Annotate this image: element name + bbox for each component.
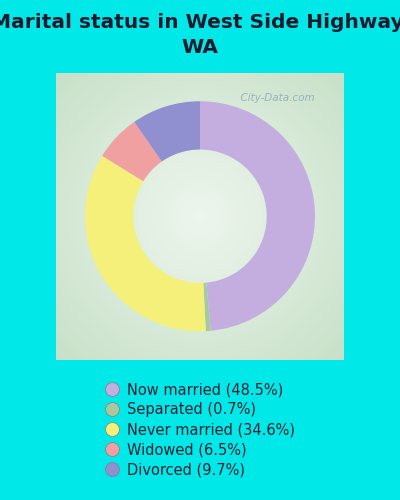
Wedge shape	[85, 156, 206, 331]
Wedge shape	[134, 101, 200, 162]
Wedge shape	[200, 101, 315, 330]
Wedge shape	[203, 282, 211, 331]
Text: City-Data.com: City-Data.com	[234, 94, 315, 104]
Legend: Now married (48.5%), Separated (0.7%), Never married (34.6%), Widowed (6.5%), Di: Now married (48.5%), Separated (0.7%), N…	[105, 382, 295, 478]
Text: Marital status in West Side Highway,
WA: Marital status in West Side Highway, WA	[0, 13, 400, 57]
Wedge shape	[102, 122, 162, 181]
